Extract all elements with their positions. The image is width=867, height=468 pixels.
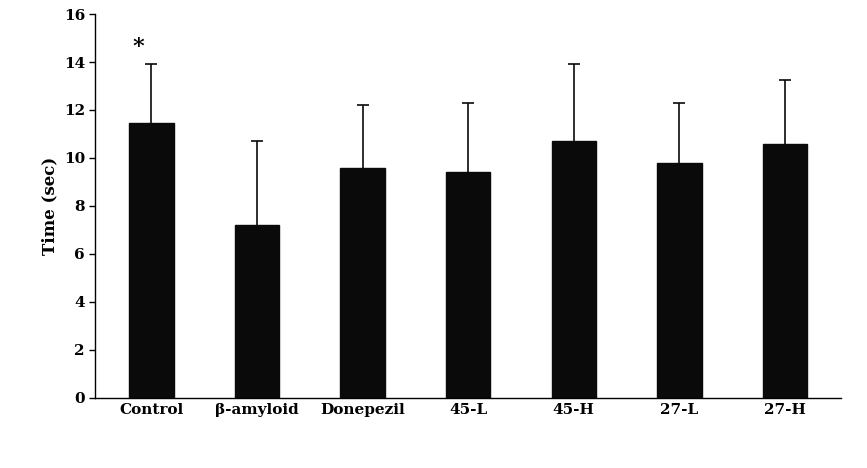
Bar	[235, 225, 279, 398]
Bar	[341, 168, 385, 398]
Bar	[446, 172, 491, 398]
Y-axis label: Time (sec): Time (sec)	[41, 157, 58, 255]
Bar	[129, 123, 173, 398]
Text: *: *	[133, 37, 145, 58]
Bar	[551, 141, 596, 398]
Bar	[657, 163, 701, 398]
Bar	[763, 144, 807, 398]
